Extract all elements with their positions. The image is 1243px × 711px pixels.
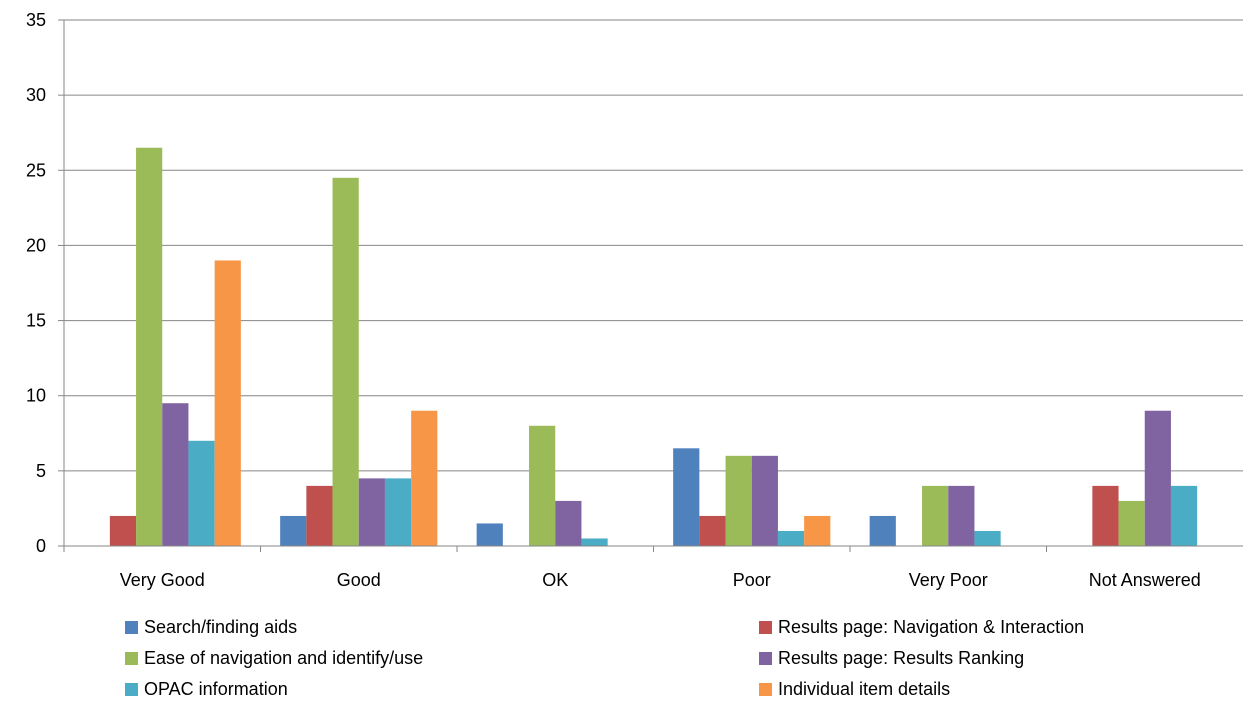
- x-tick-label: OK: [542, 570, 568, 590]
- legend-swatch: [759, 621, 772, 634]
- bar: [384, 478, 412, 546]
- legend-label: Ease of navigation and identify/use: [144, 648, 423, 668]
- legend-swatch: [759, 652, 772, 665]
- legend: Search/finding aids Results page: Navigat…: [125, 617, 1084, 699]
- legend-label: Results page: Navigation & Interaction: [778, 617, 1084, 637]
- x-tick-label: Poor: [733, 570, 771, 590]
- x-tick-label: Very Good: [120, 570, 205, 590]
- y-tick-label: 30: [26, 85, 46, 105]
- bar: [777, 530, 805, 546]
- bar: [306, 485, 333, 546]
- y-tick-label: 25: [26, 160, 46, 180]
- x-axis: Very Good Good OK Poor Very Poor Not Answered: [64, 545, 1243, 590]
- legend-label: OPAC information: [144, 679, 288, 699]
- y-tick-label: 35: [26, 10, 46, 30]
- bar: [804, 515, 831, 546]
- bar: [214, 260, 241, 546]
- bar: [922, 485, 949, 546]
- bar: [1118, 500, 1145, 546]
- bar: [358, 478, 385, 546]
- bars: [109, 147, 1198, 547]
- legend-swatch: [125, 652, 138, 665]
- legend-label: Search/finding aids: [144, 617, 297, 637]
- bar: [673, 448, 700, 546]
- bar: [1170, 485, 1198, 546]
- x-tick-label: Very Poor: [909, 570, 988, 590]
- x-tick-label: Good: [337, 570, 381, 590]
- legend-swatch: [125, 683, 138, 696]
- bar: [581, 538, 608, 546]
- y-tick-label: 10: [26, 386, 46, 406]
- bar: [1092, 485, 1119, 546]
- bar: [162, 403, 189, 546]
- bar: [109, 515, 137, 546]
- legend-label: Individual item details: [778, 679, 950, 699]
- bar: [136, 147, 163, 546]
- bar: [948, 485, 975, 546]
- bar: [725, 455, 752, 546]
- legend-swatch: [125, 621, 138, 634]
- legend-swatch: [759, 683, 772, 696]
- gridlines: [64, 19, 1243, 472]
- bar: [280, 515, 307, 546]
- bar: [476, 523, 503, 546]
- legend-label: Results page: Results Ranking: [778, 648, 1024, 668]
- bar: [529, 425, 556, 546]
- y-tick-label: 5: [36, 461, 46, 481]
- y-tick-label: 0: [36, 536, 46, 556]
- bar: [411, 410, 438, 546]
- x-tick-label: Not Answered: [1089, 570, 1201, 590]
- bar: [188, 440, 215, 546]
- bar: [332, 177, 359, 547]
- y-axis: 0 5 10 15 20 25 30 35: [26, 10, 65, 556]
- bar: [699, 515, 726, 546]
- y-tick-label: 20: [26, 235, 46, 255]
- bar: [869, 515, 896, 546]
- y-tick-label: 15: [26, 311, 46, 331]
- bar: [1144, 410, 1171, 546]
- bar: [751, 455, 778, 546]
- bar: [974, 530, 1001, 546]
- bar: [555, 500, 582, 546]
